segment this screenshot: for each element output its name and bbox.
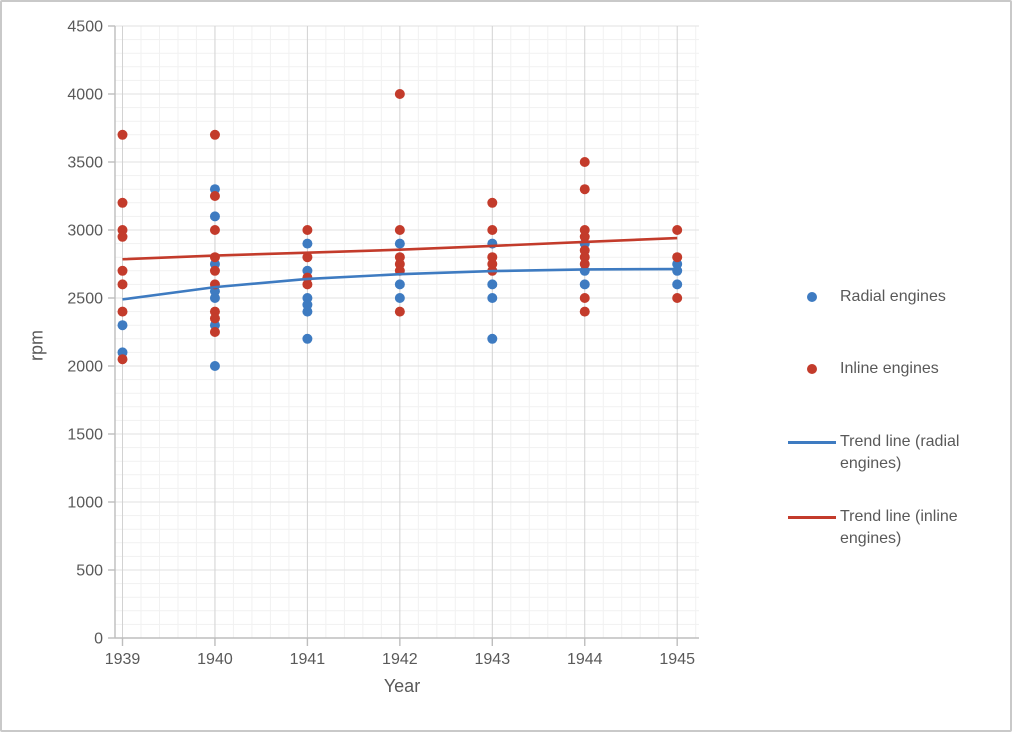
data-point [117, 197, 128, 208]
y-tick-label: 3000 [67, 223, 103, 240]
data-point [579, 231, 590, 242]
data-point [209, 313, 220, 324]
trend-line [122, 236, 678, 261]
legend-marker-dot-blue [787, 286, 837, 308]
data-point [487, 293, 498, 303]
data-point [117, 231, 128, 242]
legend-item-trend-inline: Trend line (inline engines) [787, 506, 1000, 551]
y-tick-label: 500 [76, 563, 103, 580]
data-point [672, 252, 683, 263]
legend-marker-line-blue [787, 431, 837, 453]
data-point [487, 279, 498, 290]
data-point [579, 293, 590, 303]
x-tick-label: 1939 [105, 651, 141, 668]
data-point [672, 293, 683, 303]
data-point [672, 279, 683, 290]
data-point [302, 333, 313, 344]
x-tick-label: 1941 [290, 651, 326, 668]
data-point [117, 320, 128, 331]
data-point [209, 327, 220, 337]
data-point [579, 279, 590, 290]
data-point [209, 265, 220, 276]
data-point [579, 184, 590, 195]
data-point [394, 225, 405, 235]
data-point [579, 306, 590, 317]
data-point [302, 279, 313, 290]
y-tick-label: 3500 [67, 155, 103, 172]
data-point [579, 259, 590, 269]
legend-item-inline-engines: Inline engines [787, 358, 939, 380]
y-tick-label: 2500 [67, 291, 103, 308]
data-point [672, 265, 683, 276]
data-point [394, 89, 405, 99]
legend-label: Trend line (inline engines) [840, 508, 958, 548]
data-point [302, 306, 313, 317]
data-point [117, 265, 128, 276]
legend-marker-dot-red [787, 358, 837, 380]
x-tick-label: 1944 [567, 651, 603, 668]
data-point [209, 252, 220, 263]
data-point [394, 306, 405, 317]
y-tick-label: 4500 [67, 19, 103, 36]
data-point [209, 191, 220, 201]
y-tick-label: 0 [94, 631, 103, 648]
legend-label: Radial engines [840, 288, 946, 305]
data-point [394, 238, 405, 249]
y-tick-label: 4000 [67, 87, 103, 104]
data-point [117, 129, 128, 140]
data-point [209, 211, 220, 222]
chart-legend: Radial engines Inline engines Trend line… [787, 2, 1010, 730]
y-tick-label: 1500 [67, 427, 103, 444]
trend-line [122, 267, 678, 301]
x-tick-label: 1940 [197, 651, 233, 668]
y-tick-label: 1000 [67, 495, 103, 512]
data-point [302, 252, 313, 263]
data-point [117, 279, 128, 290]
data-point [209, 293, 220, 303]
x-tick-label: 1945 [659, 651, 695, 668]
legend-label: Trend line (radial engines) [840, 433, 960, 473]
data-point [117, 354, 128, 365]
data-point [672, 225, 683, 235]
data-point [394, 279, 405, 290]
legend-label: Inline engines [840, 360, 939, 377]
data-point [302, 238, 313, 249]
data-point [487, 197, 498, 208]
data-point [394, 293, 405, 303]
x-axis-title: Year [383, 676, 421, 696]
y-tick-label: 2000 [67, 359, 103, 376]
data-point [209, 129, 220, 140]
legend-item-trend-radial: Trend line (radial engines) [787, 431, 1000, 476]
data-point [209, 225, 220, 235]
data-point [487, 225, 498, 235]
legend-item-radial-engines: Radial engines [787, 286, 946, 308]
y-axis-title: rpm [26, 330, 47, 361]
data-point [579, 157, 590, 167]
data-point [302, 225, 313, 235]
x-tick-label: 1943 [475, 651, 511, 668]
data-point [117, 306, 128, 317]
data-point [487, 333, 498, 344]
x-tick-label: 1942 [382, 651, 418, 668]
legend-marker-line-red [787, 506, 837, 528]
data-point [209, 361, 220, 371]
